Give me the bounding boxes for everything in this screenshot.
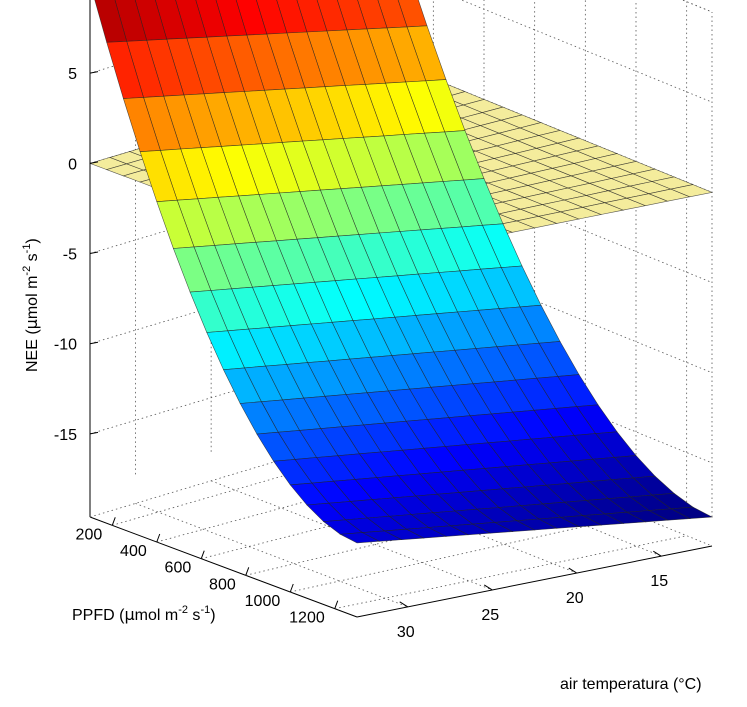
y-axis-line (356, 545, 713, 618)
z-tick-label: 5 (68, 66, 77, 83)
zero-plane-cell (669, 184, 714, 198)
x-grid-floor (112, 431, 434, 526)
tick-marks (89, 71, 662, 609)
z-tick (89, 71, 99, 74)
y-tick (483, 584, 493, 591)
z-tick (89, 431, 99, 435)
z-tick-label: -5 (63, 247, 77, 264)
x-grid-floor (334, 535, 687, 610)
y-grid-floor (210, 480, 493, 591)
x-tick-label: 1000 (245, 593, 281, 610)
z-tick-label: -10 (54, 337, 77, 354)
nee-surface (94, 0, 714, 544)
z-grid-left-wall (89, 158, 409, 254)
x-tick-label: 1200 (289, 610, 325, 627)
y-tick-label: 20 (566, 590, 584, 607)
x-tick-label: 400 (120, 543, 147, 560)
y-tick-label: 25 (481, 607, 499, 624)
z-tick (89, 251, 99, 255)
z-tick-label: 0 (68, 156, 77, 173)
z-grid-left-wall (89, 338, 409, 435)
x-axis-line (89, 516, 358, 618)
x-tick (111, 517, 116, 526)
x-tick (156, 533, 161, 543)
y-tick-label: 15 (650, 573, 668, 590)
z-tick-label: -15 (54, 427, 77, 444)
x-tick (289, 583, 294, 593)
y-tick-label: 30 (397, 624, 415, 641)
x-grid-floor (290, 514, 637, 593)
axes-box (89, 0, 713, 618)
z-axis-label: NEE (µmol m-2 s-1) (21, 238, 41, 372)
x-tick (245, 567, 250, 576)
x-tick-label: 800 (209, 576, 236, 593)
box-edge-5 (681, 0, 713, 13)
y-axis-label: air temperatura (°C) (560, 676, 702, 693)
y-tick (653, 550, 662, 557)
x-tick (334, 600, 339, 609)
z-tick (89, 161, 99, 164)
z-grid-back-wall (681, 0, 713, 13)
x-tick-label: 600 (165, 560, 192, 577)
x-tick-label: 200 (76, 526, 103, 543)
x-axis-label: PPFD (µmol m-2 s-1) (72, 604, 216, 624)
box-edge-0 (89, 421, 409, 518)
x-tick (200, 550, 205, 559)
z-tick (89, 341, 99, 345)
y-tick (568, 567, 578, 574)
nee-surface-cell (339, 532, 381, 544)
y-tick (399, 601, 408, 608)
z-grid-left-wall (89, 248, 409, 345)
